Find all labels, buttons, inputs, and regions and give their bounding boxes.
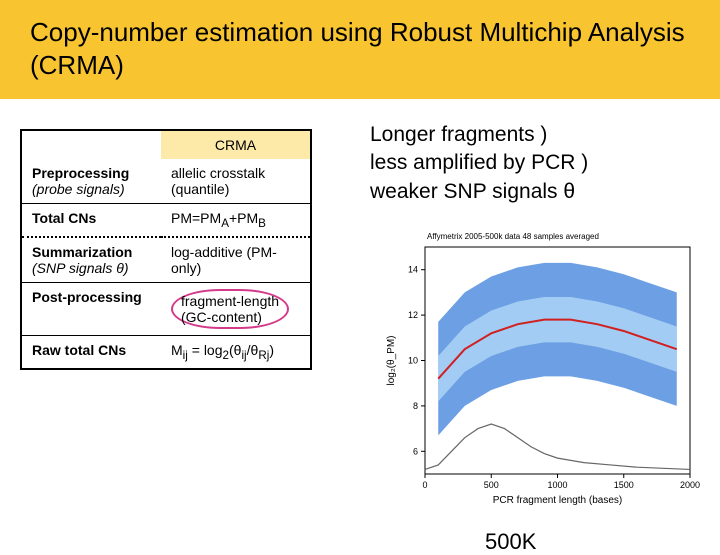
- table-row-value: log-additive (PM-only): [161, 237, 311, 283]
- table-header-blank: [21, 130, 161, 159]
- svg-text:Affymetrix 2005-500k data: Affymetrix 2005-500k data 48 samples ave…: [427, 232, 599, 241]
- table-row-value: PM=PMA+PMB: [161, 204, 311, 237]
- svg-text:2000: 2000: [680, 480, 700, 490]
- svg-text:14: 14: [408, 265, 418, 275]
- table-row-label: Raw total CNs: [21, 335, 161, 368]
- table-header-crma: CRMA: [161, 130, 311, 159]
- table-row-label: Total CNs: [21, 204, 161, 237]
- page-title: Copy-number estimation using Robust Mult…: [30, 16, 690, 81]
- svg-text:6: 6: [413, 446, 418, 456]
- svg-text:12: 12: [408, 310, 418, 320]
- svg-text:PCR fragment length (bases): PCR fragment length (bases): [493, 495, 623, 506]
- svg-text:1500: 1500: [614, 480, 634, 490]
- svg-text:0: 0: [422, 480, 427, 490]
- table-row-label: Summarization(SNP signals θ): [21, 237, 161, 283]
- svg-text:500: 500: [484, 480, 499, 490]
- chart-caption: 500K: [485, 529, 536, 555]
- content-area: CRMA Preprocessing(probe signals)allelic…: [0, 99, 720, 159]
- right-line-2: less amplified by PCR ): [370, 149, 588, 177]
- title-banner: Copy-number estimation using Robust Mult…: [0, 0, 720, 99]
- right-explanatory-text: Longer fragments ) less amplified by PCR…: [370, 121, 588, 206]
- svg-text:1000: 1000: [547, 480, 567, 490]
- table-row-label: Preprocessing(probe signals): [21, 159, 161, 204]
- svg-text:10: 10: [408, 356, 418, 366]
- table-row-value: Mij = log2(θij/θRj): [161, 335, 311, 368]
- svg-text:log₂(θ_PM): log₂(θ_PM): [386, 335, 397, 385]
- right-line-3: weaker SNP signals θ: [370, 178, 588, 206]
- svg-text:8: 8: [413, 401, 418, 411]
- table-row-value: fragment-length(GC-content): [161, 282, 311, 335]
- crma-table: CRMA Preprocessing(probe signals)allelic…: [20, 129, 312, 370]
- right-line-1: Longer fragments ): [370, 121, 588, 149]
- table-row-label: Post-processing: [21, 282, 161, 335]
- table-row-value: allelic crosstalk (quantile): [161, 159, 311, 204]
- pcr-fragment-chart: Affymetrix 2005-500k data 48 samples ave…: [380, 229, 700, 509]
